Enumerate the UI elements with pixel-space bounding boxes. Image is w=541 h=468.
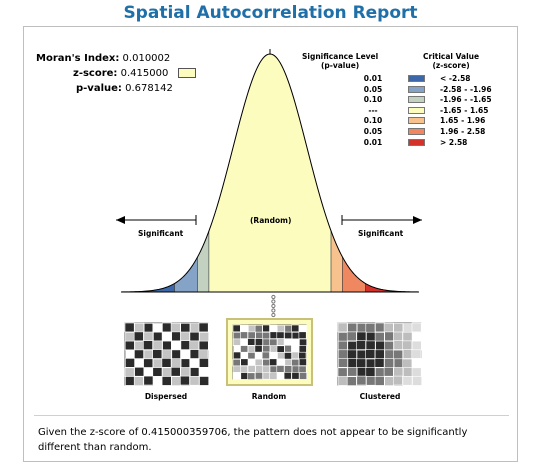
- pvalue-row: p-value: 0.678142: [76, 83, 173, 94]
- legend-row: 0.05 -2.58 - -1.96: [360, 85, 500, 95]
- morans-index-row: Moran's Index: 0.010002: [36, 53, 170, 64]
- legend-sig-value: 0.01: [363, 137, 383, 147]
- left-significant-label: Significant: [138, 229, 184, 238]
- dispersed-thumbnail: [124, 322, 209, 386]
- legend-row: 0.05 1.96 - 2.58: [360, 127, 500, 137]
- summary-text: Given the z-score of 0.415000359706, the…: [38, 427, 468, 453]
- legend-cv-value: -2.58 - -1.96: [440, 84, 492, 94]
- left-arrowhead: [116, 216, 125, 224]
- random-thumbnail: [226, 318, 313, 386]
- region-z-165-196: [330, 230, 343, 293]
- legend-cv-value: 1.65 - 1.96: [440, 116, 486, 126]
- pvalue-value: 0.678142: [125, 83, 173, 94]
- region-z-random: [208, 53, 332, 293]
- report-panel: Moran's Index: 0.010002 z-score: 0.41500…: [23, 26, 518, 462]
- right-arrowhead: [413, 216, 422, 224]
- random-region-label: (Random): [250, 216, 292, 225]
- legend-swatch: [408, 106, 425, 114]
- legend-swatch: [408, 85, 425, 93]
- legend-sig-value: 0.10: [363, 95, 383, 105]
- legend-row: 0.01 > 2.58: [360, 138, 500, 148]
- legend-row: 0.10 1.65 - 1.96: [360, 116, 500, 126]
- zscore-swatch: [177, 68, 196, 78]
- legend-swatch: [408, 75, 425, 82]
- random-label: Random: [251, 392, 287, 401]
- clustered-label: Clustered: [359, 392, 401, 401]
- clustered-thumbnail: [337, 322, 422, 386]
- zscore-row: z-score: 0.415000: [73, 68, 196, 79]
- legend-cv-value: > 2.58: [440, 137, 468, 147]
- morans-index-label: Moran's Index:: [36, 53, 120, 64]
- zscore-value: 0.415000: [120, 68, 169, 79]
- dispersed-label: Dispersed: [144, 392, 188, 401]
- report-title: Spatial Autocorrelation Report: [123, 3, 418, 23]
- zscore-label: z-score:: [73, 68, 118, 79]
- pvalue-label: p-value:: [76, 83, 122, 94]
- legend-swatch: [408, 117, 425, 125]
- zscore-connector: [271, 294, 276, 318]
- legend-cv-value: -1.65 - 1.65: [440, 105, 489, 115]
- legend-row: 0.01 < -2.58: [360, 74, 500, 84]
- legend-row: --- -1.65 - 1.65: [360, 106, 500, 116]
- legend-cv-value: < -2.58: [440, 74, 471, 83]
- legend-sig-header: Significance Level (p-value): [302, 52, 379, 70]
- legend-sig-value: 0.10: [363, 116, 383, 126]
- legend-cv-value: -1.96 - -1.65: [440, 95, 492, 105]
- right-significant-label: Significant: [358, 229, 404, 238]
- legend-swatch: [408, 128, 425, 135]
- legend-cv-header: Critical Value (z-score): [423, 52, 480, 70]
- legend-row: 0.10 -1.96 - -1.65: [360, 95, 500, 105]
- morans-index-value: 0.010002: [122, 53, 171, 64]
- divider: [34, 415, 509, 416]
- region-z-196-165: [197, 230, 210, 293]
- legend-sig-value: 0.05: [363, 127, 383, 136]
- legend-swatch: [408, 138, 425, 146]
- normal-curve-diagram: [116, 49, 422, 386]
- legend-sig-value: 0.01: [363, 74, 383, 83]
- legend-cv-value: 1.96 - 2.58: [440, 127, 486, 136]
- legend-sig-value: 0.05: [363, 84, 383, 94]
- legend-sig-value: ---: [368, 105, 378, 115]
- legend-swatch: [408, 96, 425, 104]
